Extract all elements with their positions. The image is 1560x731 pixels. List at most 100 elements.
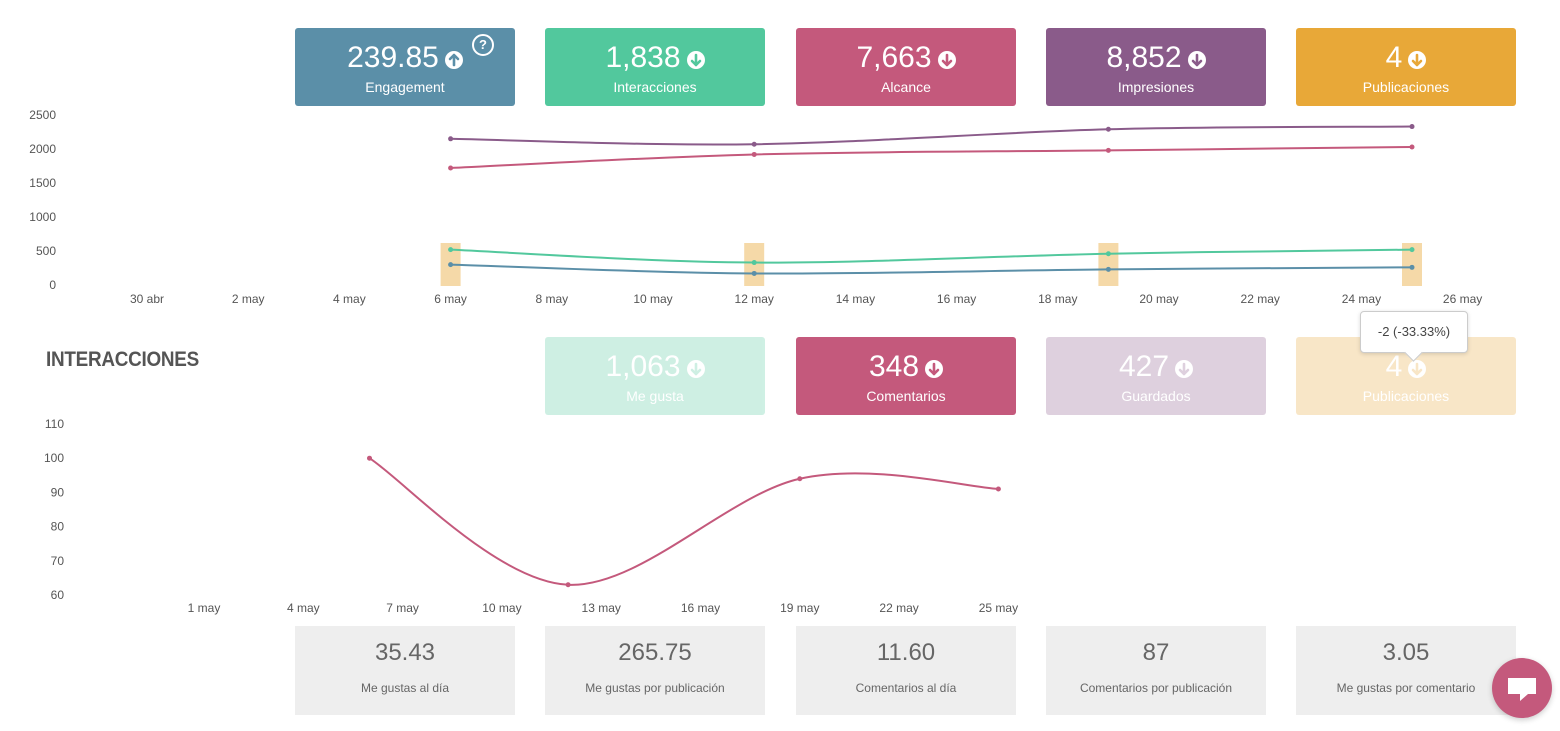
publicaciones-card[interactable]: 4 Publicaciones [1296,28,1516,106]
x-tick-label: 16 may [681,601,720,615]
stat-label: Me gustas por comentario [1336,681,1476,695]
highlight-band [1098,243,1119,286]
y-tick-label: 80 [51,520,65,534]
data-point [995,486,1001,492]
stat-me-gustas-comentario: 3.05 Me gustas por comentario [1296,626,1516,715]
y-tick-label: 2500 [29,108,56,122]
x-tick-label: 30 abr [130,292,164,306]
x-tick-label: 24 may [1342,292,1381,306]
me-gusta-label: Me gusta [626,388,684,404]
stat-label: Comentarios por publicación [1079,681,1233,695]
publicaciones-interaction-card[interactable]: 4 Publicaciones [1296,337,1516,415]
y-tick-label: 1000 [29,210,56,224]
series-line [450,263,1413,275]
x-tick-label: 10 may [633,292,672,306]
arrow-down-icon [686,51,705,69]
x-tick-label: 6 may [434,292,467,306]
arrow-down-icon [1187,51,1206,69]
series-line [450,248,1413,264]
arrow-up-icon [444,51,463,69]
stat-me-gustas-dia: 35.43 Me gustas al día [295,626,515,715]
publicaciones-value: 4 [1385,41,1403,74]
engagement-card[interactable]: 239.85 Engagement ? [295,28,515,106]
x-tick-label: 13 may [582,601,621,615]
data-point [565,582,571,588]
engagement-value: 239.85 [347,41,439,74]
data-point [1409,264,1415,270]
chat-button[interactable] [1492,658,1552,718]
data-point [797,476,803,482]
comentarios-label: Comentarios [866,388,946,404]
x-tick-label: 22 may [879,601,918,615]
data-point [367,455,372,461]
impresiones-card[interactable]: 8,852 Impresiones [1046,28,1266,106]
x-tick-label: 7 may [386,601,419,615]
data-point [751,141,757,147]
data-point [751,260,757,266]
stat-comentarios-dia: 11.60 Comentarios al día [796,626,1016,715]
arrow-down-icon [1408,360,1427,378]
x-tick-label: 16 may [937,292,976,306]
data-point [1105,251,1111,257]
y-tick-label: 2000 [29,142,56,156]
alcance-card[interactable]: 7,663 Alcance [796,28,1016,106]
interacciones-label: Interacciones [613,79,697,95]
arrow-down-icon [925,360,944,378]
data-point [448,247,454,253]
publicaciones-interaction-label: Publicaciones [1362,388,1450,404]
stat-label: Me gustas al día [360,681,450,695]
alcance-label: Alcance [881,79,931,95]
x-tick-label: 19 may [780,601,819,615]
x-tick-label: 22 may [1241,292,1280,306]
series-line [368,457,999,586]
stat-comentarios-publicacion: 87 Comentarios por publicación [1046,626,1266,715]
stat-label: Comentarios al día [855,681,957,695]
engagement-label: Engagement [365,79,445,95]
me-gusta-value: 1,063 [605,350,681,383]
data-point [448,262,454,268]
me-gusta-card[interactable]: 1,063 Me gusta [545,337,765,415]
y-tick-label: 60 [51,588,65,602]
data-point [1105,266,1111,272]
highlight-band [1402,243,1422,286]
data-point [751,151,757,157]
arrow-down-icon [937,51,956,69]
data-point [448,165,454,171]
data-point [751,270,757,276]
guardados-value: 427 [1118,350,1170,383]
interacciones-card[interactable]: 1,838 Interacciones [545,28,765,106]
data-point [1409,124,1415,130]
y-tick-label: 100 [44,451,64,465]
guardados-card[interactable]: 427 Guardados [1046,337,1266,415]
x-tick-label: 4 may [333,292,366,306]
section-title: INTERACCIONES [46,348,199,371]
chat-icon [1508,678,1536,701]
y-tick-label: 0 [49,278,56,292]
y-tick-label: 90 [51,485,65,499]
stat-me-gustas-publicacion: 265.75 Me gustas por publicación [545,626,765,715]
publicaciones-label: Publicaciones [1362,79,1450,95]
y-tick-label: 1500 [29,176,56,190]
data-point [1409,144,1415,150]
help-icon[interactable]: ? [472,34,494,56]
x-tick-label: 26 may [1443,292,1482,306]
x-tick-label: 2 may [232,292,265,306]
arrow-down-icon [686,360,705,378]
comentarios-card[interactable]: 348 Comentarios [796,337,1016,415]
y-tick-label: 110 [45,417,64,431]
data-point [1409,247,1415,253]
stat-value: 87 [1142,639,1170,666]
stat-label: Me gustas por publicación [585,681,725,695]
alcance-value: 7,663 [856,41,932,74]
comentarios-line-chart: 60 70 80 90 100 110 1 may 4 may 7 may 10 may 13 ma… [44,417,1018,615]
x-tick-label: 20 may [1139,292,1178,306]
stat-value: 265.75 [618,639,692,666]
stat-value: 11.60 [876,639,936,666]
data-point [1105,147,1111,153]
chart-tooltip: -2 (-33.33%) [1360,311,1468,353]
y-tick-label: 70 [51,554,65,568]
overview-line-chart: 0 500 1000 1500 2000 2500 30 abr 2 may 4 may 6 ma… [29,108,1482,306]
interacciones-value: 1,838 [605,41,681,74]
series-line [450,145,1413,170]
x-tick-label: 8 may [535,292,568,306]
